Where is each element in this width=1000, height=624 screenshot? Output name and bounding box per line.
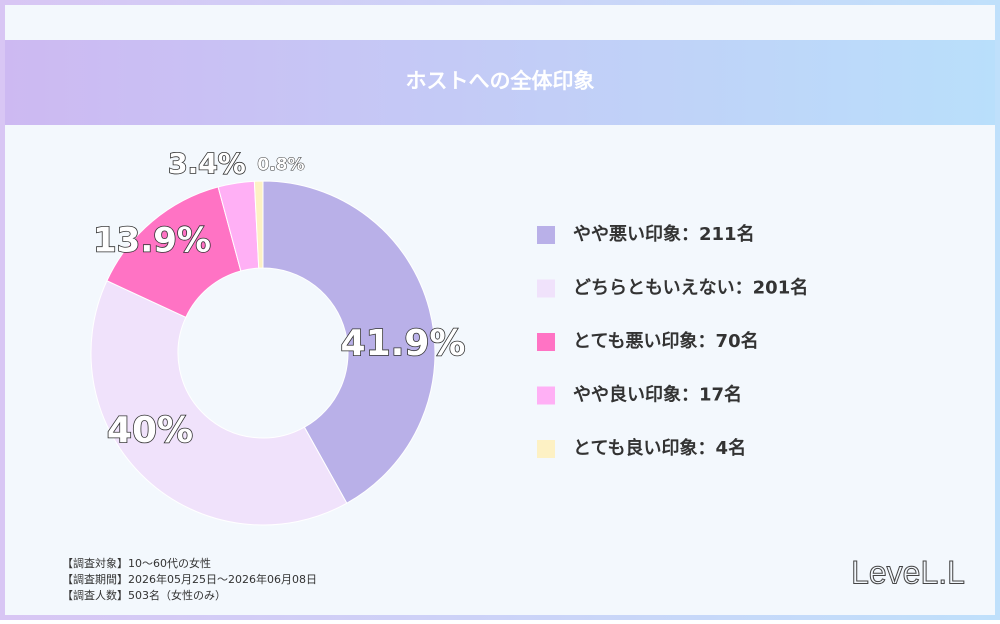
- legend-label: やや悪い印象：211名: [573, 223, 755, 245]
- chart-title: ホストへの全体印象: [406, 69, 595, 93]
- data-label: 0.8%: [257, 155, 304, 175]
- legend-label: とても良い印象：4名: [573, 437, 746, 459]
- legend-swatch: [537, 440, 555, 458]
- legend-swatch: [537, 226, 555, 244]
- data-label: 41.9%: [341, 323, 466, 364]
- data-label: 13.9%: [93, 221, 211, 261]
- legend-swatch: [537, 386, 555, 405]
- donut-slice: [262, 180, 436, 504]
- header-band: [5, 40, 995, 125]
- donut-slice: [90, 280, 348, 526]
- legend-label: やや良い印象：17名: [573, 384, 742, 406]
- data-label: 40%: [107, 410, 193, 451]
- legend-swatch: [537, 333, 555, 351]
- legend-label: とても悪い印象：70名: [573, 330, 759, 352]
- donut-slice: [253, 180, 264, 269]
- legend-swatch: [537, 279, 555, 298]
- legend-label: どちらともいえない：201名: [573, 277, 808, 299]
- note: 【調査対象】10〜60代の女性: [62, 556, 211, 570]
- data-label: 3.4%: [168, 147, 246, 180]
- logo: LeveL.L: [851, 554, 965, 590]
- note: 【調査人数】503名（女性のみ）: [62, 588, 226, 602]
- note: 【調査期間】2026年05月25日〜2026年06月08日: [62, 572, 317, 586]
